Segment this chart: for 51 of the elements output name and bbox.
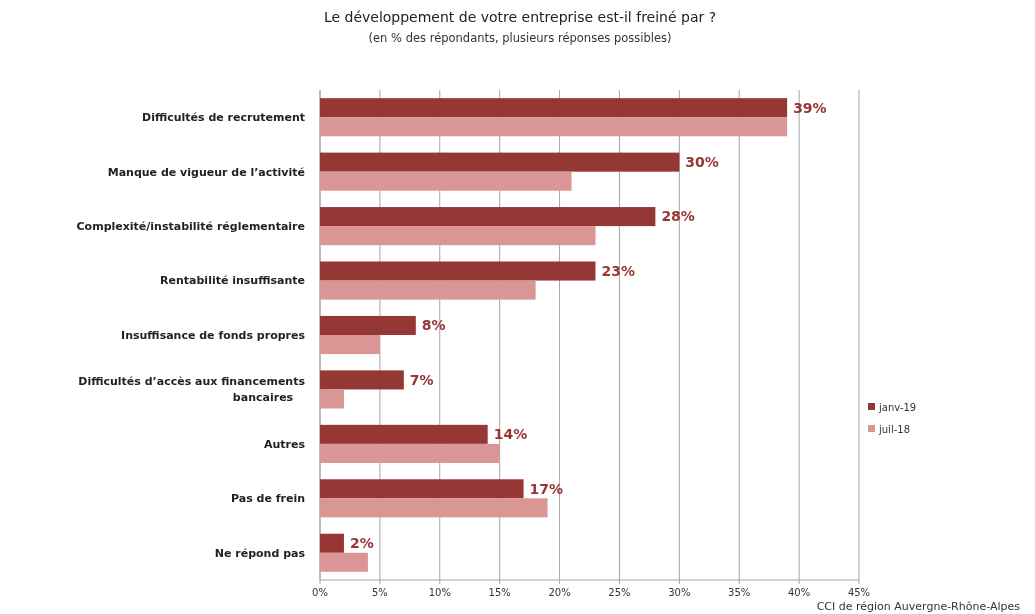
- bar: [320, 226, 596, 246]
- bar: [320, 498, 548, 518]
- data-label: 28%: [661, 208, 695, 225]
- chart-subtitle: (en % des répondants, plusieurs réponses possibles): [368, 31, 672, 45]
- bar: [320, 207, 656, 227]
- y-tick-label: Difficultés de recrutement: [142, 111, 305, 125]
- y-tick-label: Complexité/instabilité réglementaire: [76, 219, 305, 233]
- bar: [320, 424, 488, 444]
- bar: [320, 315, 416, 335]
- y-tick-label: Insuffisance de fonds propres: [121, 328, 306, 342]
- bar: [320, 152, 680, 172]
- y-tick-label: Ne répond pas: [214, 546, 306, 560]
- legend-label: janv-19: [878, 401, 917, 413]
- legend-label: juil-18: [878, 423, 911, 435]
- bar: [320, 335, 380, 355]
- data-label: 23%: [601, 262, 635, 279]
- chart-title: Le développement de votre entreprise est-il freiné par ?: [323, 9, 717, 25]
- x-tick-label: 35%: [728, 587, 751, 598]
- data-label: 7%: [409, 371, 434, 388]
- y-tick-label: Autres: [263, 437, 306, 451]
- y-tick-label: Difficultés d’accès aux financements bancaires: [78, 375, 306, 405]
- bar: [320, 261, 596, 281]
- y-tick-label: Rentabilité insuffisante: [160, 274, 305, 288]
- x-tick-label: 0%: [312, 587, 328, 598]
- bar: [320, 370, 404, 390]
- bar: [320, 533, 344, 553]
- x-tick-label: 30%: [668, 587, 691, 598]
- bar: [320, 98, 788, 118]
- data-label: 39%: [793, 99, 827, 116]
- y-tick-label: Manque de vigueur de l’activité: [107, 165, 305, 179]
- x-tick-label: 5%: [371, 587, 388, 598]
- x-tick-label: 25%: [608, 587, 631, 598]
- x-tick-label: 15%: [488, 587, 511, 598]
- x-tick-label: 10%: [428, 587, 451, 598]
- data-label: 2%: [349, 535, 374, 552]
- y-tick-label: Pas de frein: [230, 492, 305, 506]
- bar: [320, 117, 788, 137]
- x-tick-label: 45%: [847, 587, 871, 598]
- x-tick-label: 40%: [787, 587, 811, 598]
- bar: [320, 552, 368, 572]
- data-label: 8%: [421, 317, 446, 334]
- bar: [320, 171, 572, 191]
- data-label: 14%: [493, 426, 528, 443]
- data-label: 30%: [685, 154, 719, 171]
- bar: [320, 443, 500, 463]
- bar: [320, 280, 536, 300]
- bar: [320, 479, 524, 499]
- text: CCI de région Auvergne-Rhône-Alpes: [816, 600, 1021, 613]
- data-label: 17%: [529, 480, 564, 497]
- x-tick-label: 20%: [548, 587, 571, 598]
- bar: [320, 389, 344, 409]
